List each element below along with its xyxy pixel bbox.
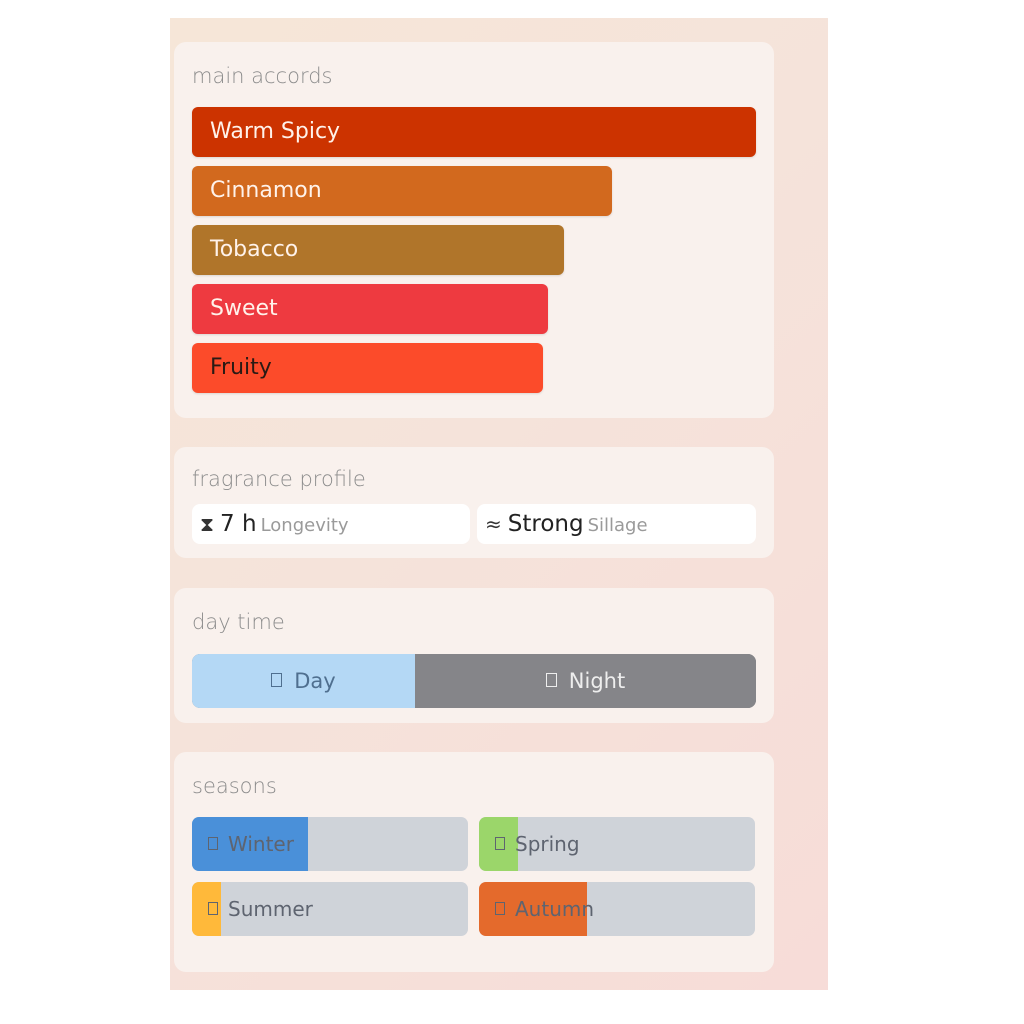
moon-icon <box>545 673 557 687</box>
approx-waves-icon: ≈ <box>485 512 502 536</box>
season-label: Spring <box>515 832 580 856</box>
fragrance-profile-card: fragrance profile ⧗ 7 h Longevity ≈ Strong S… <box>174 447 774 558</box>
accord-bar-warm-spicy: Warm Spicy <box>192 107 756 157</box>
day-time-card: day time Day Night <box>174 588 774 723</box>
season-label: Summer <box>228 897 313 921</box>
hourglass-icon: ⧗ <box>200 512 215 536</box>
sun-icon <box>271 673 283 687</box>
sillage-pill: ≈ Strong Sillage <box>477 504 756 544</box>
season-fill-autumn <box>479 882 587 936</box>
season-label: Winter <box>228 832 294 856</box>
accord-bar-fruity: Fruity <box>192 343 543 393</box>
season-spring: Spring <box>479 817 755 871</box>
season-fill-winter <box>192 817 308 871</box>
season-text: Summer <box>208 882 313 936</box>
accord-bar-tobacco: Tobacco <box>192 225 564 275</box>
day-night-bar: Day Night <box>192 654 756 708</box>
season-winter: Winter <box>192 817 468 871</box>
season-fill-spring <box>479 817 518 871</box>
longevity-pill: ⧗ 7 h Longevity <box>192 504 470 544</box>
flower-icon <box>495 837 505 850</box>
night-label: Night <box>568 669 626 693</box>
season-autumn: Autumn <box>479 882 755 936</box>
season-text: Winter <box>208 817 294 871</box>
seasons-card: seasons Winter Spring Summer Autumn <box>174 752 774 972</box>
season-fill-summer <box>192 882 221 936</box>
sun-icon <box>208 902 218 915</box>
fragrance-profile-title: fragrance profile <box>192 467 366 491</box>
season-label: Autumn <box>515 897 595 921</box>
accord-bar-cinnamon: Cinnamon <box>192 166 612 216</box>
fragrance-detail-panel: main accords Warm Spicy Cinnamon Tobacco Sw… <box>170 18 828 990</box>
longevity-value: 7 h <box>220 511 257 537</box>
longevity-label: Longevity <box>260 515 349 536</box>
main-accords-title: main accords <box>192 64 333 88</box>
day-label: Day <box>294 669 336 693</box>
day-time-title: day time <box>192 610 285 634</box>
snowflake-icon <box>208 837 218 850</box>
sillage-value: Strong <box>507 511 584 537</box>
season-text: Spring <box>495 817 580 871</box>
leaf-icon <box>495 902 505 915</box>
season-summer: Summer <box>192 882 468 936</box>
sillage-label: Sillage <box>587 515 648 536</box>
main-accords-card: main accords Warm Spicy Cinnamon Tobacco Sw… <box>174 42 774 418</box>
night-segment: Night <box>415 654 756 708</box>
day-segment: Day <box>192 654 415 708</box>
seasons-title: seasons <box>192 774 277 798</box>
season-text: Autumn <box>495 882 594 936</box>
accord-bar-sweet: Sweet <box>192 284 548 334</box>
